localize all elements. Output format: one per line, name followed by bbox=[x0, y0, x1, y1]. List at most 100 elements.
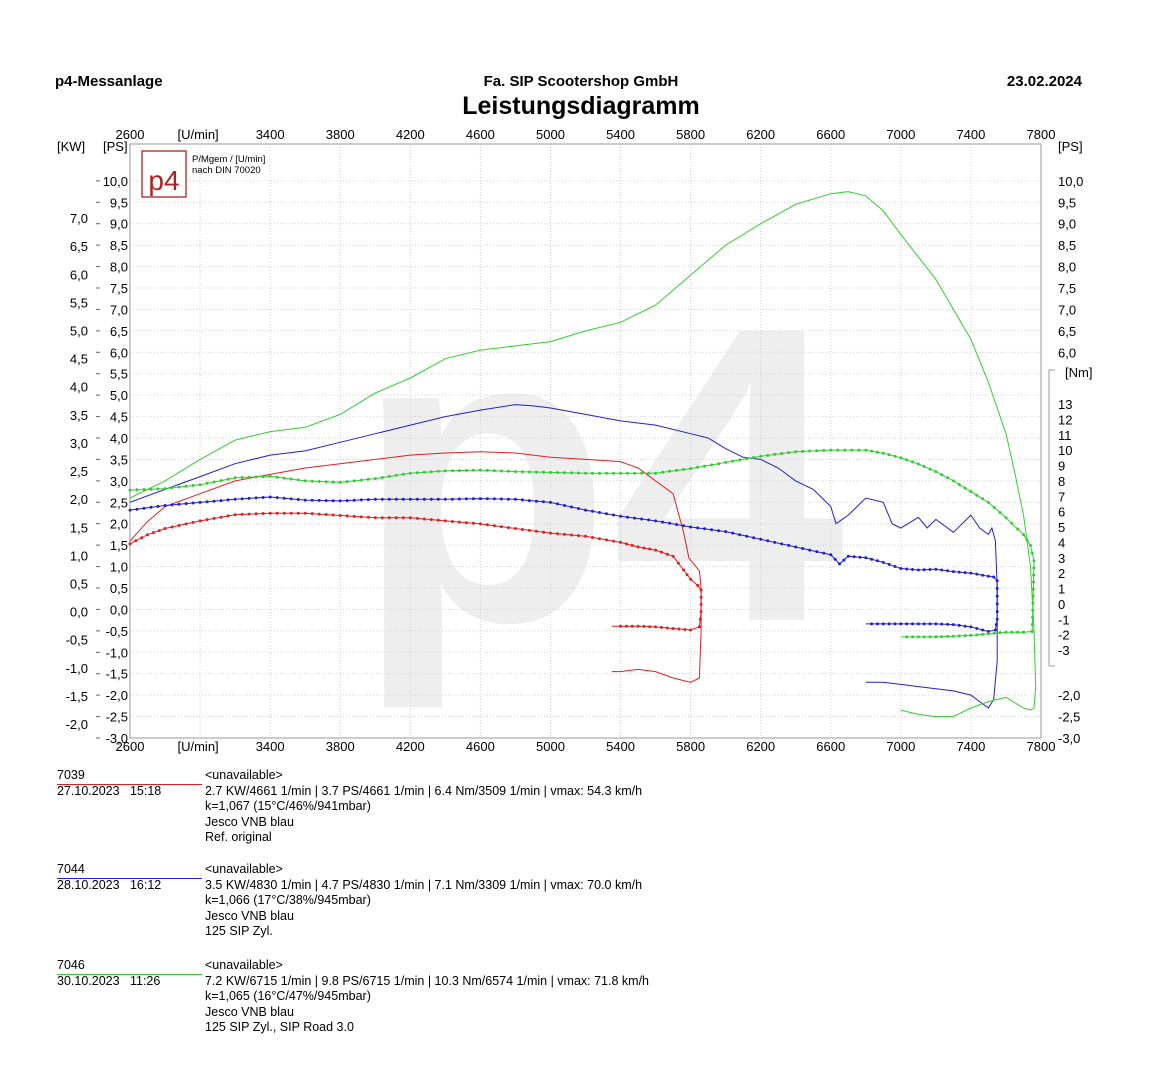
data-point bbox=[591, 471, 594, 475]
legend-line: 7.2 KW/6715 1/min | 9.8 PS/6715 1/min | … bbox=[205, 973, 649, 988]
legend-line: Jesco VNB blau bbox=[205, 814, 294, 829]
x-tick-bottom: 4200 bbox=[396, 739, 425, 754]
kw-tick: 4,5 bbox=[70, 352, 88, 367]
data-point bbox=[436, 469, 440, 473]
ps-tick-right: 7,0 bbox=[1058, 302, 1076, 317]
data-point bbox=[995, 587, 999, 590]
legend-line: 125 SIP Zyl., SIP Road 3.0 bbox=[205, 1020, 354, 1034]
data-point bbox=[289, 497, 293, 501]
x-tick-top: 5400 bbox=[606, 127, 635, 142]
kw-tick: 6,0 bbox=[70, 267, 88, 282]
data-point bbox=[864, 556, 868, 560]
data-point bbox=[928, 568, 932, 571]
header-center: Fa. SIP Scootershop GmbH bbox=[483, 73, 679, 90]
data-point bbox=[630, 624, 634, 628]
data-point bbox=[254, 512, 258, 516]
data-point bbox=[134, 539, 138, 543]
data-point bbox=[408, 497, 412, 501]
data-point bbox=[992, 631, 996, 635]
data-point bbox=[773, 540, 777, 544]
data-point bbox=[963, 571, 967, 575]
data-point bbox=[261, 475, 265, 479]
x-tick-top: 3400 bbox=[256, 127, 285, 142]
data-point bbox=[605, 512, 608, 516]
data-point bbox=[282, 476, 286, 480]
legend-line: <unavailable> bbox=[205, 768, 283, 782]
data-point bbox=[324, 499, 328, 503]
data-point bbox=[975, 572, 979, 576]
data-point bbox=[870, 622, 874, 626]
data-point bbox=[995, 602, 999, 606]
data-point bbox=[881, 622, 885, 626]
data-point bbox=[170, 486, 174, 490]
data-point bbox=[969, 490, 973, 494]
data-point bbox=[1016, 527, 1020, 531]
data-point bbox=[534, 499, 538, 503]
nm-tick: 0 bbox=[1058, 597, 1065, 612]
ps-tick-left: 9,0 bbox=[110, 217, 128, 232]
data-point bbox=[1031, 615, 1035, 619]
data-point bbox=[303, 479, 307, 483]
data-point bbox=[422, 517, 426, 521]
data-point bbox=[478, 497, 482, 501]
data-point bbox=[671, 627, 675, 630]
data-point bbox=[534, 529, 538, 533]
x-tick-bottom: 6200 bbox=[746, 739, 775, 754]
data-point bbox=[612, 471, 615, 475]
legend-date: 27.10.2023 15:18 bbox=[57, 784, 162, 798]
data-point bbox=[492, 524, 496, 528]
data-point bbox=[163, 504, 167, 507]
nm-tick: 2 bbox=[1058, 566, 1065, 581]
data-point bbox=[408, 516, 412, 520]
data-point bbox=[710, 463, 714, 467]
data-point bbox=[696, 583, 700, 587]
data-point bbox=[794, 450, 798, 454]
data-point bbox=[928, 635, 932, 639]
kw-tick: 7,0 bbox=[70, 211, 88, 226]
data-point bbox=[975, 633, 979, 637]
data-point bbox=[443, 519, 447, 523]
ps-tick-left: 3,0 bbox=[110, 474, 128, 489]
data-point bbox=[527, 528, 531, 532]
data-point bbox=[373, 477, 377, 481]
data-point bbox=[759, 537, 763, 541]
data-point bbox=[619, 540, 622, 544]
data-point bbox=[1032, 566, 1036, 570]
data-point bbox=[815, 449, 819, 453]
data-point bbox=[457, 469, 461, 473]
data-point bbox=[149, 487, 153, 491]
data-point bbox=[598, 537, 601, 541]
data-point bbox=[1031, 594, 1035, 598]
x-tick-top: 5800 bbox=[676, 127, 705, 142]
data-point bbox=[513, 470, 517, 474]
data-point bbox=[899, 456, 903, 460]
data-point bbox=[429, 497, 433, 501]
legend-line: Ref. original bbox=[205, 830, 272, 844]
data-point bbox=[992, 575, 996, 579]
data-point bbox=[689, 467, 693, 471]
data-point bbox=[957, 623, 961, 627]
data-point bbox=[911, 568, 914, 571]
data-point bbox=[842, 558, 846, 562]
data-point bbox=[689, 525, 693, 529]
data-point bbox=[485, 497, 489, 501]
data-point bbox=[549, 500, 552, 504]
data-point bbox=[450, 469, 454, 473]
data-point bbox=[986, 632, 990, 636]
x-tick-bottom: 5000 bbox=[536, 739, 565, 754]
data-point bbox=[697, 625, 701, 629]
data-point bbox=[191, 484, 195, 487]
data-point bbox=[640, 517, 644, 521]
header-left: p4-Messanlage bbox=[55, 73, 163, 90]
data-point bbox=[163, 487, 167, 491]
data-point bbox=[630, 543, 634, 547]
data-point bbox=[177, 524, 181, 527]
ps-tick-left: 2,5 bbox=[110, 495, 128, 510]
data-point bbox=[527, 470, 531, 474]
data-point bbox=[394, 473, 398, 477]
data-point bbox=[184, 502, 188, 506]
data-point bbox=[636, 624, 640, 628]
data-point bbox=[661, 470, 665, 474]
data-point bbox=[499, 525, 503, 529]
data-point bbox=[899, 567, 903, 570]
